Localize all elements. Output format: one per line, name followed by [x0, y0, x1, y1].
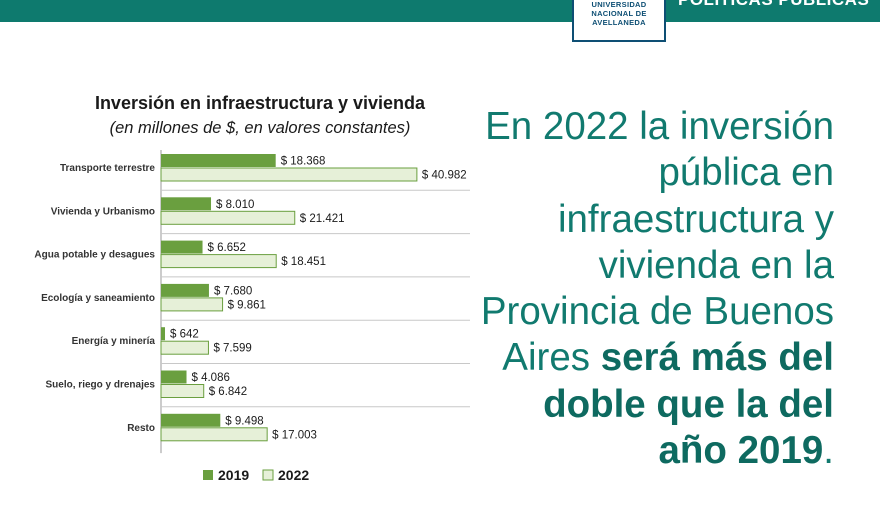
- data-label: $ 18.451: [281, 256, 326, 268]
- data-label: $ 18.368: [281, 156, 326, 168]
- legend-swatch-2019: [203, 470, 213, 480]
- legend-label: 2019: [218, 467, 249, 483]
- data-label: $ 40.982: [422, 170, 467, 182]
- chart-title: Inversión en infraestructura y vivienda: [94, 93, 426, 113]
- category-label: Agua potable y desagues: [34, 250, 155, 261]
- category-label: Transporte terrestre: [60, 163, 155, 174]
- bar-2022: [160, 340, 209, 355]
- category-label: Resto: [127, 423, 155, 434]
- bar-2022: [160, 254, 277, 269]
- data-label: $ 642: [170, 329, 199, 341]
- data-label: $ 4.086: [192, 372, 230, 384]
- logo-line: UNIVERSIDAD: [591, 0, 647, 9]
- section-label: POLÍTICAS PÚBLICAS: [678, 0, 869, 10]
- data-label: $ 7.680: [214, 285, 252, 297]
- bar-2019: [161, 154, 276, 167]
- data-label: $ 6.842: [209, 386, 247, 398]
- data-label: $ 21.421: [300, 213, 345, 225]
- data-label: $ 6.652: [208, 242, 246, 254]
- logo-line: NACIONAL DE: [591, 9, 647, 18]
- bar-2019: [161, 197, 212, 211]
- bar-2022: [160, 384, 205, 398]
- data-label: $ 9.498: [225, 415, 263, 427]
- bar-2022: [160, 427, 268, 442]
- bar-2022: [160, 210, 296, 225]
- bar-2022: [160, 167, 418, 182]
- legend-label: 2022: [278, 467, 309, 483]
- category-label: Vivienda y Urbanismo: [51, 206, 155, 217]
- data-label: $ 7.599: [213, 343, 251, 355]
- headline-period: .: [823, 429, 834, 473]
- bar-2019: [161, 240, 203, 254]
- headline-emphasis: será más del doble que la del año 2019: [543, 336, 834, 473]
- bar-2019: [161, 283, 209, 297]
- headline-text: En 2022 la inversión pública en infraest…: [480, 105, 834, 380]
- chart-subtitle: (en millones de $, en valores constantes…: [109, 119, 411, 137]
- category-label: Energía y minería: [72, 336, 156, 347]
- category-label: Suelo, riego y drenajes: [46, 380, 156, 391]
- data-label: $ 9.861: [228, 299, 266, 311]
- bar-2019: [161, 327, 166, 341]
- data-label: $ 8.010: [216, 199, 254, 211]
- data-label: $ 17.003: [272, 429, 317, 441]
- headline: En 2022 la inversión pública en infraest…: [470, 104, 834, 474]
- legend-swatch-2022: [262, 469, 274, 481]
- bar-2019: [161, 370, 187, 384]
- university-logo: UNIVERSIDAD NACIONAL DE AVELLANEDA: [572, 0, 666, 42]
- bar-2022: [160, 297, 224, 312]
- bar-2019: [161, 413, 221, 427]
- logo-line: AVELLANEDA: [592, 18, 646, 27]
- category-label: Ecología y saneamiento: [41, 293, 155, 304]
